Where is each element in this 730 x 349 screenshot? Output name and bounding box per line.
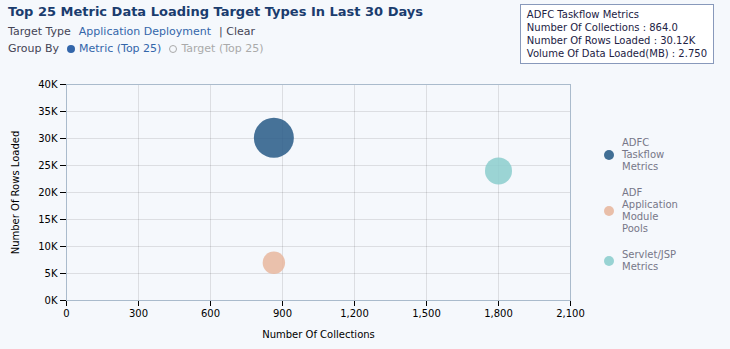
html-text:Metrics: Metrics	[622, 161, 659, 172]
html-text:Number Of Collections : 864.0: Number Of Collections : 864.0	[526, 22, 678, 33]
svg-text:Number Of Collections: Number Of Collections	[262, 329, 375, 340]
svg-text:600: 600	[201, 308, 220, 319]
svg-text:20K: 20K	[38, 187, 58, 198]
svg-text:2,100: 2,100	[556, 308, 585, 319]
html-text:Group By: Group By	[8, 42, 59, 55]
html-text:Taskflow: Taskflow	[622, 149, 665, 160]
svg-text:30K: 30K	[38, 133, 58, 144]
svg-text:10K: 10K	[38, 241, 58, 252]
html-text:Application Deployment: Application Deployment	[78, 25, 211, 38]
svg-text:Number Of Rows Loaded: Number Of Rows Loaded	[10, 131, 21, 255]
html-text:| Clear: | Clear	[219, 25, 255, 38]
html-text:Servlet/JSP: Servlet/JSP	[622, 249, 677, 260]
html-text:Metrics: Metrics	[622, 261, 659, 272]
html-text:ADF: ADF	[622, 187, 643, 198]
html-text:Module: Module	[622, 211, 659, 222]
svg-text:35K: 35K	[38, 106, 58, 117]
html-text:ADFC Taskflow Metrics: ADFC Taskflow Metrics	[526, 9, 639, 20]
svg-text:900: 900	[273, 308, 292, 319]
html-text:Target Type: Target Type	[8, 25, 71, 38]
html-text:ADFC: ADFC	[622, 137, 650, 148]
html-text:Application: Application	[622, 199, 678, 210]
svg-text:300: 300	[129, 308, 148, 319]
html-text:Number Of Rows Loaded : 30.12K: Number Of Rows Loaded : 30.12K	[526, 35, 696, 46]
html-text:Metric (Top 25): Metric (Top 25)	[79, 42, 162, 55]
svg-text:25K: 25K	[38, 160, 58, 171]
svg-text:0K: 0K	[45, 295, 58, 306]
html-text:Volume Of Data Loaded(MB) : 2.: Volume Of Data Loaded(MB) : 2.750	[526, 48, 707, 59]
svg-text:1,500: 1,500	[412, 308, 441, 319]
html-text:Target (Top 25): Target (Top 25)	[181, 42, 264, 55]
svg-text:1,200: 1,200	[340, 308, 369, 319]
svg-text:5K: 5K	[45, 268, 58, 279]
html-text:Top 25 Metric Data Loading Tar: Top 25 Metric Data Loading Target Types …	[8, 4, 424, 19]
svg-text:15K: 15K	[38, 214, 58, 225]
svg-text:40K: 40K	[38, 79, 58, 90]
html-text:Pools: Pools	[622, 223, 648, 234]
svg-text:1,800: 1,800	[484, 308, 513, 319]
svg-text:0: 0	[63, 308, 69, 319]
